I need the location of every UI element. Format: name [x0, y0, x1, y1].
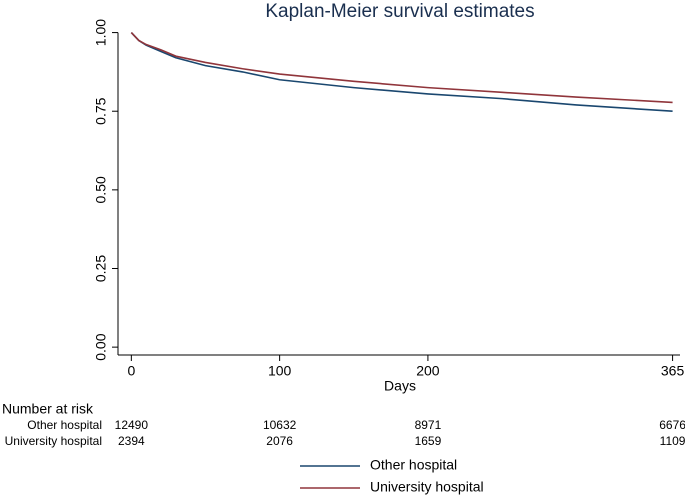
risk-count: 12490	[115, 418, 149, 432]
y-tick-label: 0.25	[93, 255, 109, 282]
survival-line	[130, 32, 673, 113]
y-tick-label: 0.00	[93, 333, 109, 360]
legend-label: Other hospital	[370, 457, 457, 473]
x-tick-label: 100	[268, 363, 292, 379]
y-tick-label: 0.50	[93, 176, 109, 203]
survival-line	[130, 32, 673, 104]
y-tick-label: 1.00	[93, 19, 109, 46]
risk-row-name: University hospital	[5, 434, 102, 448]
risk-count: 1109	[660, 434, 685, 448]
chart-title: Kaplan-Meier survival estimates	[265, 1, 534, 22]
x-tick-label: 0	[127, 363, 135, 379]
risk-count: 6676	[659, 418, 685, 432]
x-tick-label: 365	[661, 363, 685, 379]
risk-count: 2076	[266, 434, 293, 448]
legend-label: University hospital	[370, 479, 484, 495]
risk-count: 2394	[118, 434, 145, 448]
risk-count: 1659	[415, 434, 442, 448]
y-tick-label: 0.75	[93, 97, 109, 124]
x-tick-label: 200	[416, 363, 440, 379]
risk-count: 8971	[415, 418, 442, 432]
risk-count: 10632	[263, 418, 297, 432]
risk-table-title: Number at risk	[2, 401, 94, 417]
x-axis-label: Days	[384, 378, 416, 394]
legend-box	[291, 454, 513, 499]
risk-row-name: Other hospital	[27, 418, 102, 432]
